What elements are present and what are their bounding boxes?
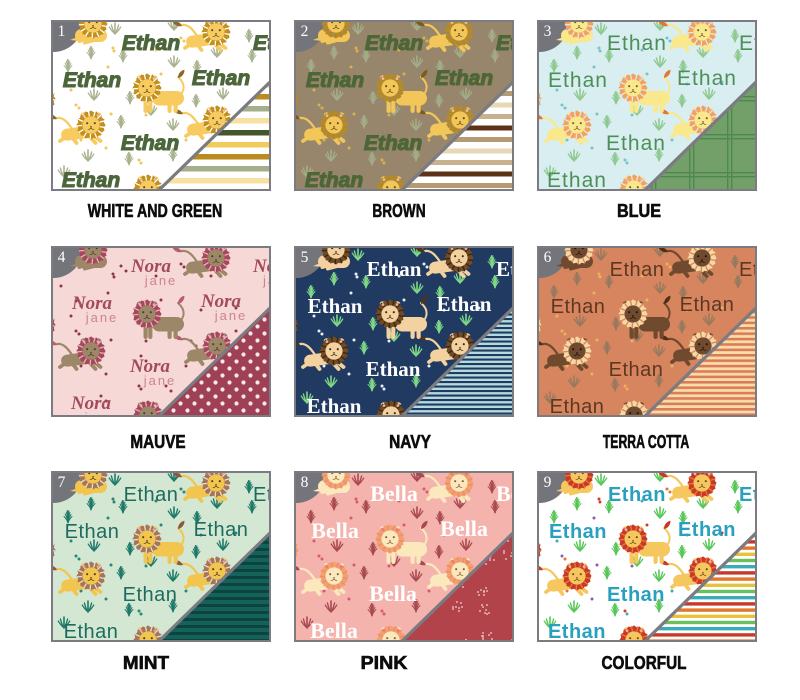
svg-text:jane: jane (262, 273, 271, 288)
svg-text:Ethan: Ethan (364, 132, 422, 155)
svg-text:Ethan: Ethan (607, 584, 665, 606)
svg-text:Ethan: Ethan (65, 521, 120, 543)
svg-text:Ethan: Ethan (62, 169, 120, 191)
svg-text:Nora: Nora (70, 393, 112, 414)
svg-text:Nora: Nora (252, 256, 271, 277)
svg-text:Ethan: Ethan (496, 257, 514, 281)
svg-text:Ethan: Ethan (194, 519, 249, 541)
svg-text:Ethan: Ethan (739, 259, 757, 281)
svg-text:Ethan: Ethan (367, 257, 422, 281)
svg-text:Bella: Bella (369, 581, 417, 606)
svg-text:jane: jane (143, 373, 177, 388)
svg-text:Ethan: Ethan (548, 69, 608, 92)
svg-text:jane: jane (144, 273, 178, 288)
svg-text:8: 8 (301, 474, 309, 491)
svg-text:Ethan: Ethan (609, 359, 664, 381)
svg-text:Ethan: Ethan (551, 296, 606, 318)
svg-text:Nora: Nora (71, 293, 113, 314)
svg-text:Ethan: Ethan (121, 132, 179, 155)
svg-text:Ethan: Ethan (548, 621, 606, 642)
svg-text:Nora: Nora (200, 291, 242, 312)
svg-text:jane: jane (85, 310, 119, 325)
svg-text:Ethan: Ethan (606, 132, 666, 155)
svg-text:Ethan: Ethan (63, 69, 121, 92)
svg-text:2: 2 (301, 23, 309, 40)
svg-text:Ethan: Ethan (680, 294, 735, 316)
svg-text:Ethan: Ethan (122, 32, 180, 55)
svg-text:9: 9 (544, 474, 552, 491)
svg-text:jane: jane (84, 410, 118, 417)
svg-text:Ethan: Ethan (437, 292, 492, 316)
svg-text:Ethan: Ethan (549, 521, 607, 543)
svg-text:4: 4 (58, 249, 66, 266)
svg-text:Ethan: Ethan (366, 357, 421, 381)
svg-text:Ethan: Ethan (739, 32, 757, 55)
svg-text:Ethan: Ethan (608, 484, 666, 506)
svg-text:Ethan: Ethan (124, 484, 179, 506)
svg-text:Bella: Bella (370, 481, 418, 506)
svg-text:1: 1 (58, 23, 66, 40)
svg-text:3: 3 (544, 23, 552, 40)
svg-text:Ethan: Ethan (308, 294, 363, 318)
svg-text:5: 5 (301, 249, 309, 266)
svg-text:Nora: Nora (130, 256, 172, 277)
svg-text:Ethan: Ethan (365, 32, 423, 55)
svg-text:Ethan: Ethan (678, 519, 736, 541)
svg-text:Ethan: Ethan (64, 621, 119, 642)
svg-text:Ethan: Ethan (547, 169, 607, 191)
svg-text:Ethan: Ethan (496, 32, 514, 55)
svg-text:Ethan: Ethan (306, 69, 364, 92)
svg-text:Bella: Bella (310, 618, 358, 642)
svg-text:Ethan: Ethan (305, 169, 363, 191)
svg-text:Ethan: Ethan (550, 396, 605, 417)
svg-text:Ethan: Ethan (253, 484, 271, 506)
svg-text:Ethan: Ethan (610, 259, 665, 281)
svg-text:Bella: Bella (496, 481, 514, 506)
svg-text:jane: jane (214, 308, 248, 323)
svg-text:Nora: Nora (129, 356, 171, 377)
svg-text:Ethan: Ethan (435, 67, 493, 90)
svg-text:7: 7 (58, 474, 66, 491)
svg-text:Bella: Bella (311, 518, 359, 543)
svg-text:Ethan: Ethan (307, 394, 362, 417)
svg-text:Ethan: Ethan (739, 484, 757, 506)
svg-text:Ethan: Ethan (253, 32, 271, 55)
svg-text:Ethan: Ethan (607, 32, 667, 55)
svg-text:Ethan: Ethan (123, 584, 178, 606)
svg-text:Bella: Bella (440, 516, 488, 541)
svg-text:Ethan: Ethan (192, 67, 250, 90)
svg-text:Ethan: Ethan (677, 67, 737, 90)
svg-text:6: 6 (544, 249, 552, 266)
